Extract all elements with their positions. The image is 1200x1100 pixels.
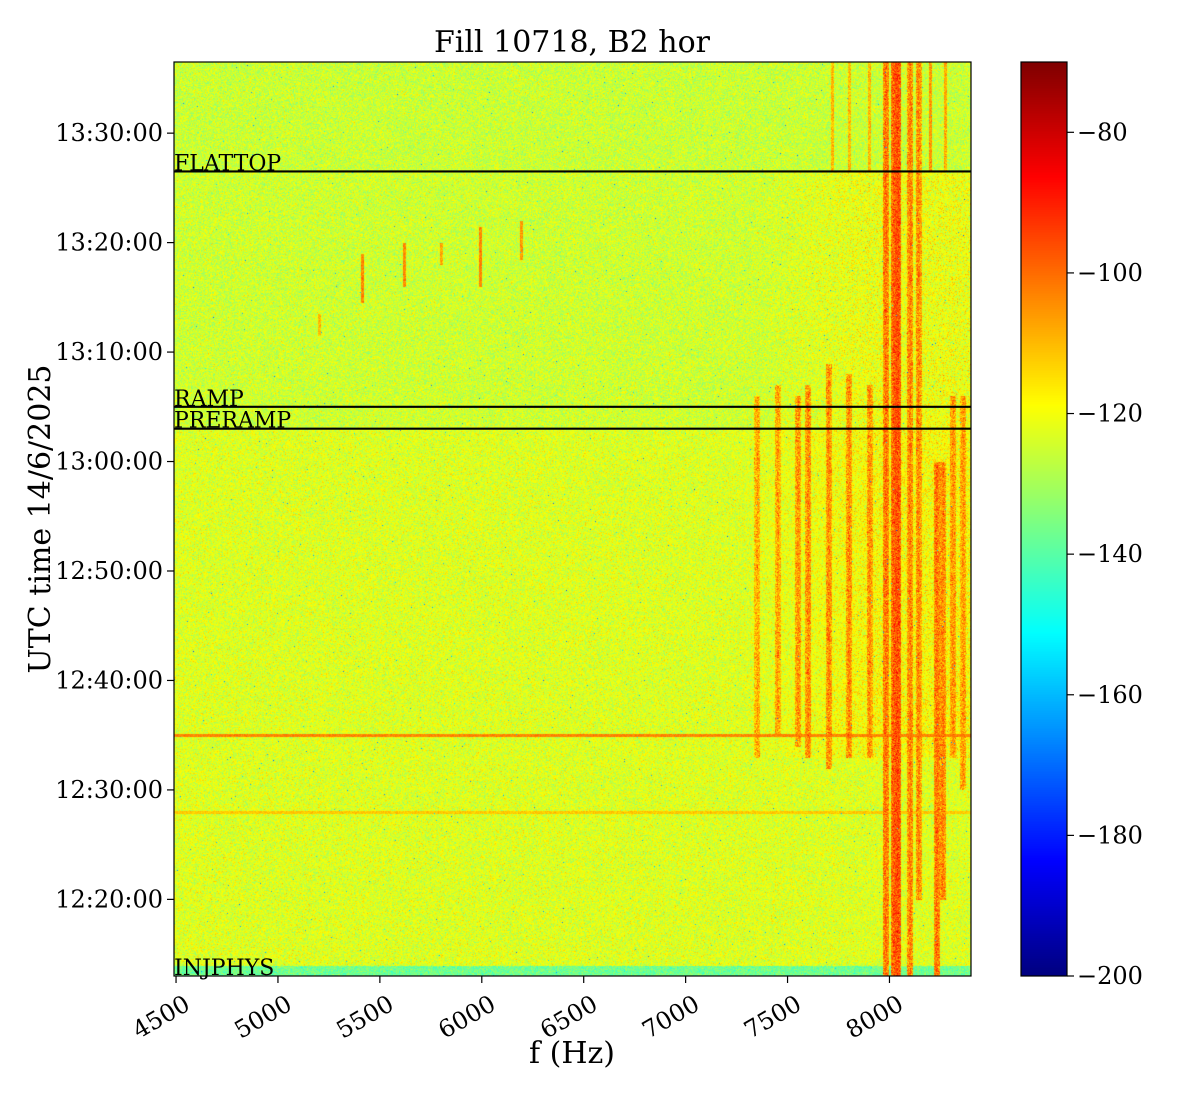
y-tick-label: 13:00:00 xyxy=(55,448,163,476)
chart-title: Fill 10718, B2 hor xyxy=(434,25,711,60)
x-tick-label: 5000 xyxy=(230,990,297,1045)
x-tick-label: 7500 xyxy=(739,990,806,1045)
x-axis: 4500 5000 5500 6000 6500 7000 7500 8000 xyxy=(128,976,908,1044)
plot-frame xyxy=(173,61,972,977)
y-tick-label: 12:30:00 xyxy=(55,776,163,804)
x-tick-label: 5500 xyxy=(332,990,399,1045)
x-tick-label: 6000 xyxy=(433,990,500,1045)
colorbar-tick-label: −140 xyxy=(1077,540,1143,568)
heatmap-image xyxy=(174,62,971,976)
event-label-preramp: PRERAMP xyxy=(174,409,291,434)
x-tick-label: 4500 xyxy=(128,990,195,1045)
x-tick-label: 7000 xyxy=(637,990,704,1045)
colorbar-tick-label: −160 xyxy=(1077,681,1143,709)
colorbar-ticks: −80 −100 −120 −140 −160 −180 −200 xyxy=(1067,118,1143,990)
x-axis-label: f (Hz) xyxy=(529,1036,615,1071)
y-tick-label: 12:40:00 xyxy=(55,666,163,694)
colorbar: −80 −100 −120 −140 −160 −180 −200 xyxy=(1020,61,1143,990)
y-axis: 12:20:00 12:30:00 12:40:00 12:50:00 13:00:00… xyxy=(55,119,174,913)
colorbar-tick-label: −100 xyxy=(1077,259,1143,287)
x-tick-label: 8000 xyxy=(841,990,908,1045)
colorbar-gradient xyxy=(1021,62,1067,976)
colorbar-tick-label: −120 xyxy=(1077,400,1143,428)
colorbar-frame xyxy=(1020,61,1068,977)
event-label-flattop: FLATTOP xyxy=(174,151,281,176)
y-tick-label: 13:10:00 xyxy=(55,338,163,366)
y-tick-label: 13:20:00 xyxy=(55,229,163,257)
event-label-ramp: RAMP xyxy=(174,387,244,412)
y-tick-label: 12:20:00 xyxy=(55,885,163,913)
colorbar-tick-label: −200 xyxy=(1077,962,1143,990)
y-tick-label: 12:50:00 xyxy=(55,557,163,585)
y-tick-label: 13:30:00 xyxy=(55,119,163,147)
colorbar-tick-label: −80 xyxy=(1077,118,1128,146)
colorbar-tick-label: −180 xyxy=(1077,821,1143,849)
y-axis-label: UTC time 14/6/2025 xyxy=(23,365,58,674)
event-label-injphys: INJPHYS xyxy=(174,956,274,981)
